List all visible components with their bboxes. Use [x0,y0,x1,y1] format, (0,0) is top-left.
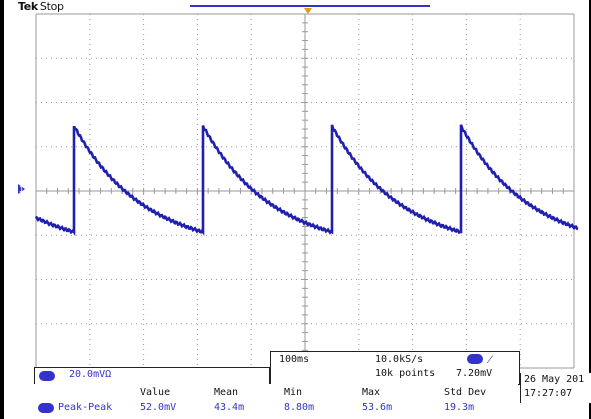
channel-1-trace [34,124,579,237]
rising-edge-icon: ⁄ [489,352,492,366]
trigger-source-icon [467,354,483,364]
brand-label: Tek [18,0,38,13]
timebase-panel[interactable]: 100ms 10.0kS/s 10k points ⁄ 7.20mV [270,351,520,385]
measure-header-min: Min [284,387,303,398]
channel-1-scale: 20.0mVΩ [69,369,112,380]
horizontal-scale: 100ms [279,354,310,365]
date: 26 May 201 [524,374,585,385]
run-state: Stop [39,0,64,13]
sample-rate: 10.0kS/s [375,354,424,365]
datetime-panel: 26 May 201 17:27:07 [520,373,591,403]
measure-header-value: Value [140,387,171,398]
graticule [35,13,575,369]
trigger-level: 7.20mV [456,368,493,379]
ground-marker-label: 1 [19,184,24,194]
measure-max: 53.6m [362,402,393,413]
left-frame [0,0,4,419]
measure-value: 52.0mV [140,402,177,413]
channel-scale-panel[interactable]: 20.0mVΩ [34,367,270,385]
channel-1-icon [39,371,55,381]
record-length: 10k points [375,368,436,379]
right-frame [589,0,591,419]
measure-channel-icon [38,403,54,413]
measure-min: 8.80m [284,402,315,413]
measure-header-max: Max [362,387,381,398]
measure-stddev: 19.3m [444,402,475,413]
measure-name: Peak-Peak [58,402,113,413]
time: 17:27:07 [524,388,573,399]
brand-status: Tek Stop [18,0,64,13]
trigger-position-marker [304,8,312,14]
measure-mean: 43.4m [214,402,245,413]
measure-header-mean: Mean [214,387,239,398]
channel-1-ground-marker [18,184,25,194]
measure-header-stddev: Std Dev [444,387,487,398]
measurements-panel[interactable]: Value Mean Min Max Std Dev Peak-Peak 52.… [34,384,518,418]
